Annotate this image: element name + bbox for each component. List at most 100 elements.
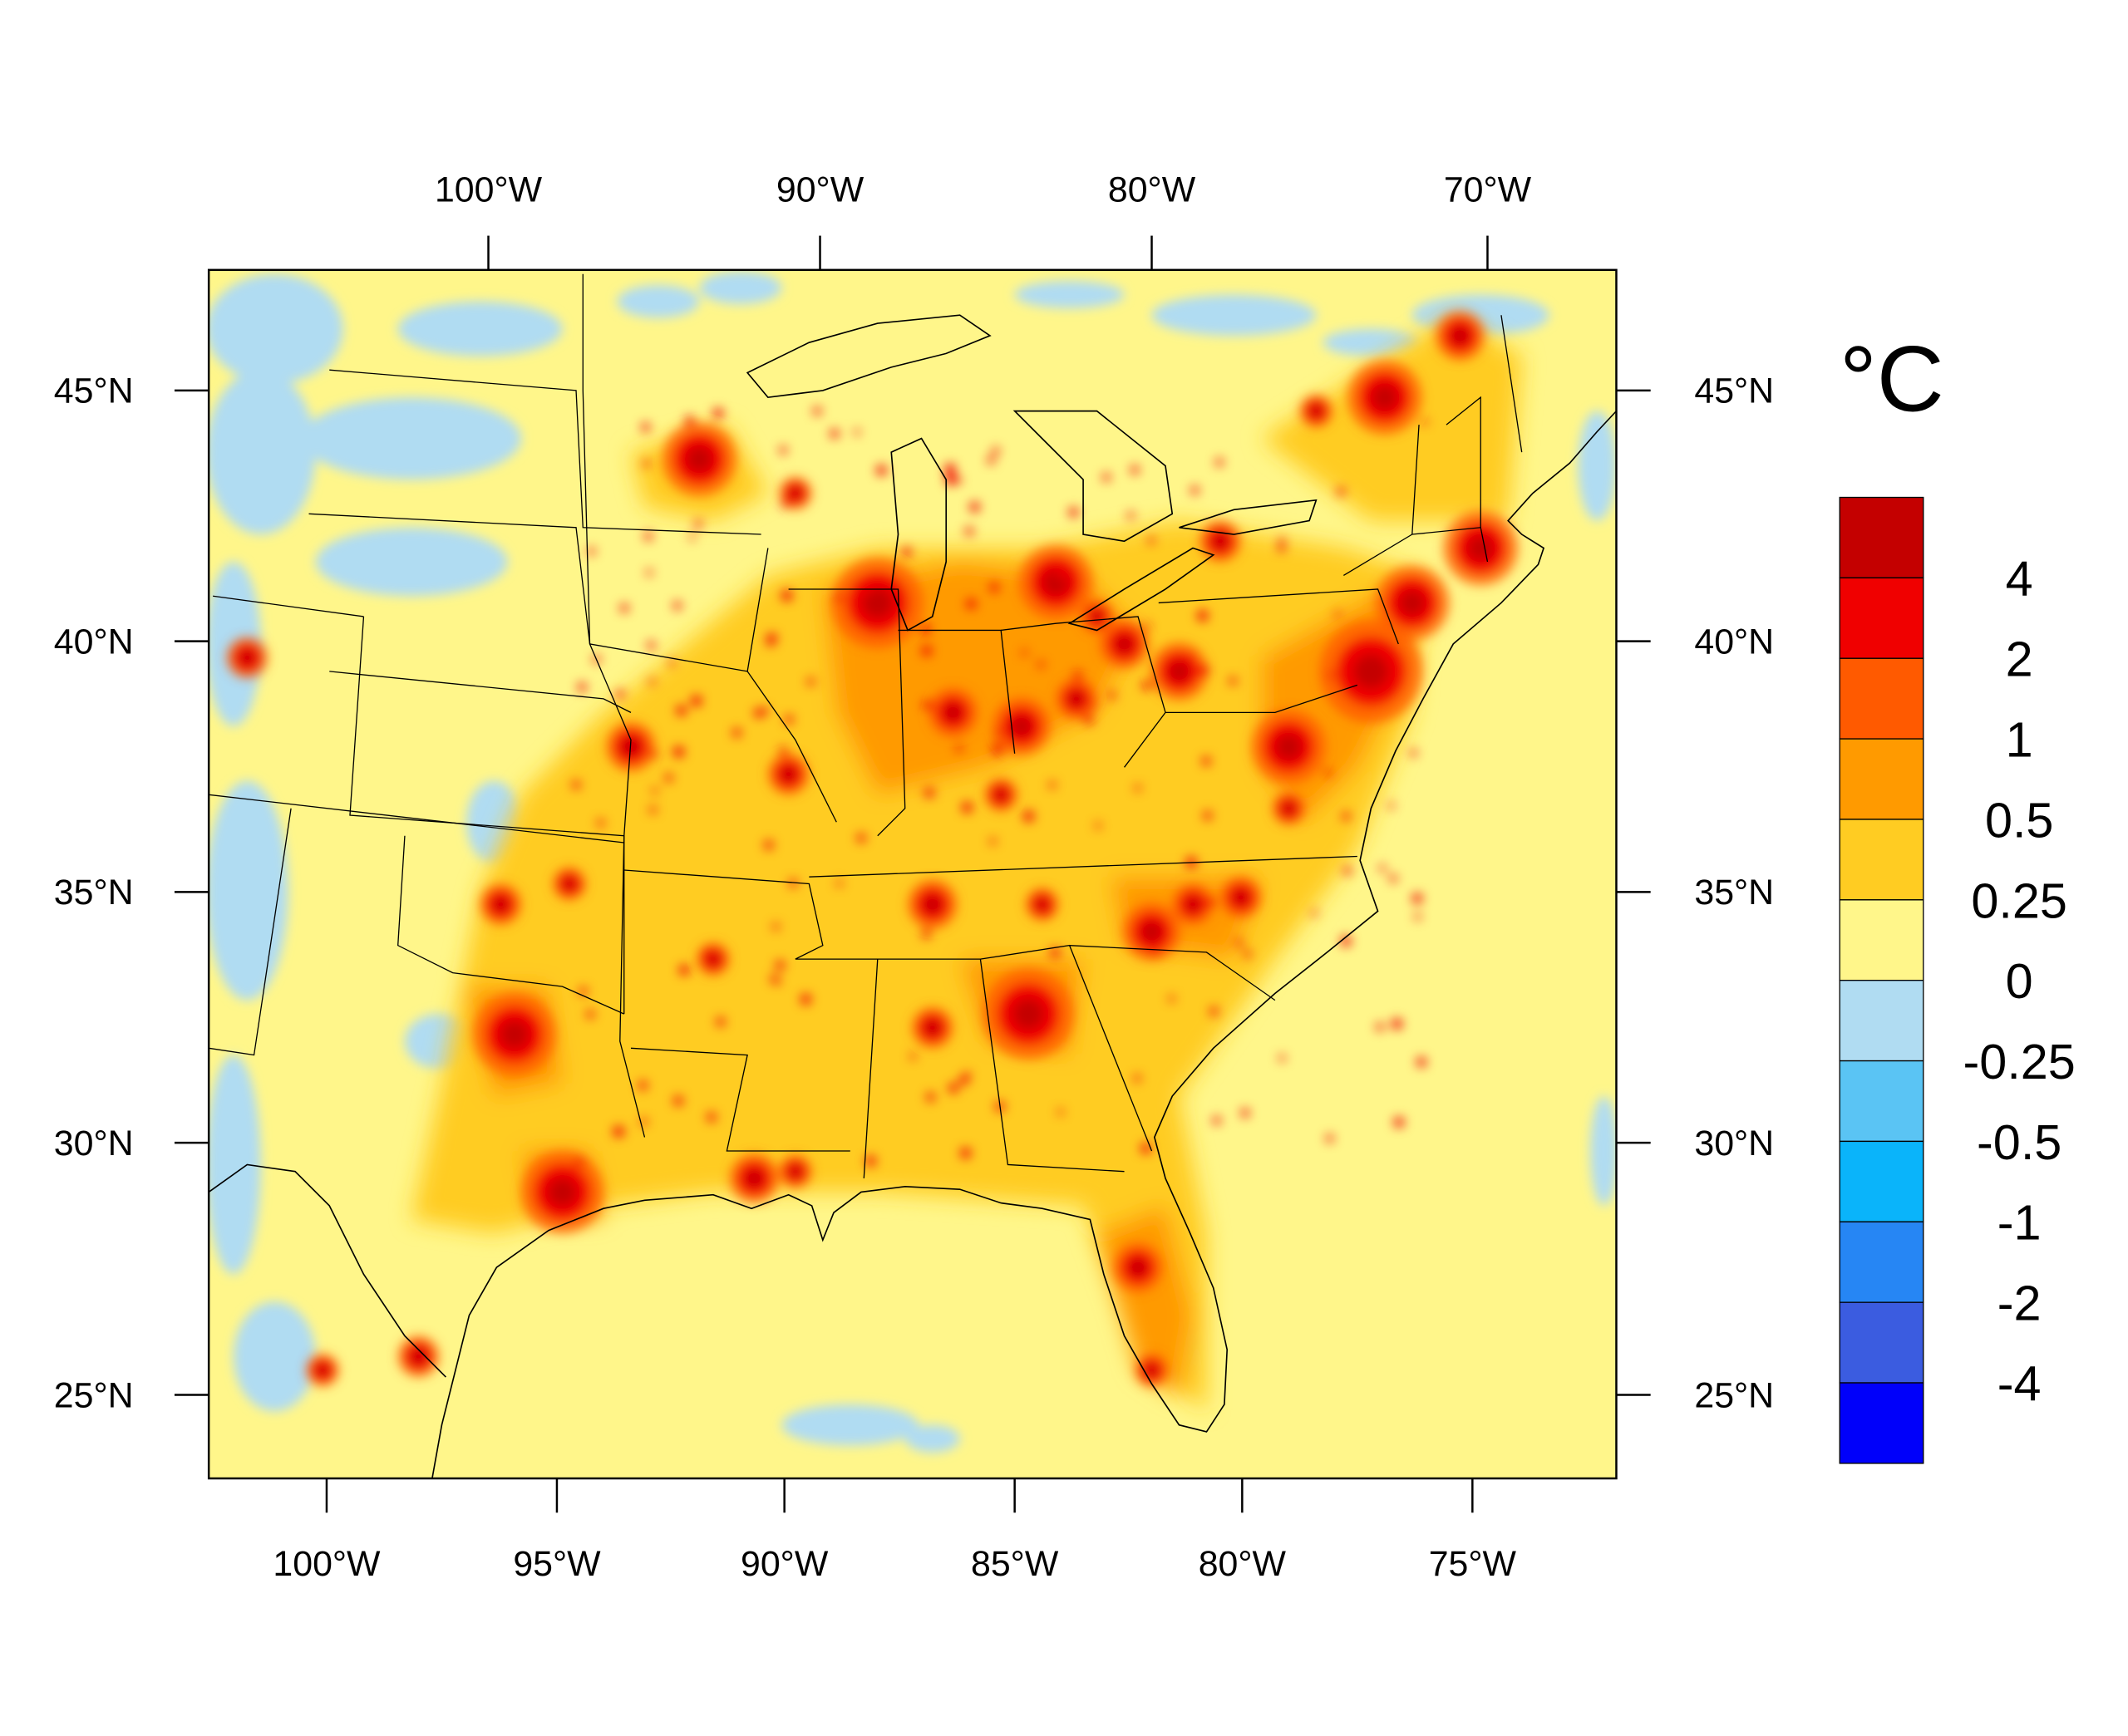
town-hotspot [1215,458,1224,466]
town-hotspot [813,406,821,416]
cool-patch [699,271,782,305]
cool-patch [617,284,700,318]
town-hotspot [781,590,793,602]
town-hotspot [779,446,787,455]
town-hotspot [962,802,973,813]
top-lon-label: 70°W [1444,170,1532,209]
town-hotspot [1055,572,1065,581]
town-hotspot [574,1157,584,1167]
town-hotspot [1095,823,1101,829]
colorbar-label: 0.25 [1971,873,2067,928]
top-lon-label: 90°W [776,170,864,209]
cool-patch [1014,280,1125,308]
urban-core [1353,654,1388,689]
urban-core [411,1350,426,1364]
right-lat-label: 25°N [1694,1375,1774,1415]
town-hotspot [1190,486,1199,494]
urban-core [1185,897,1200,912]
town-hotspot [646,569,653,576]
town-hotspot [664,774,673,782]
town-hotspot [1102,473,1111,481]
urban-core [995,789,1007,800]
town-hotspot [764,840,774,850]
town-hotspot [992,447,1000,455]
negative-anomaly-regions [209,271,1617,1453]
town-hotspot [1379,864,1386,872]
urban-core [1145,1365,1158,1376]
town-hotspot [960,1148,971,1158]
urban-core [1069,691,1084,706]
lake-michigan [890,437,948,632]
cool-patch [209,273,343,384]
urban-core [1468,535,1494,561]
urban-core [1399,590,1425,616]
town-hotspot [577,682,587,692]
town-hotspot [781,500,789,509]
town-hotspot [1327,671,1335,679]
town-hotspot [902,547,912,557]
colorbar-label: -0.25 [1963,1034,2076,1089]
town-hotspot [779,746,788,755]
lake-huron [1012,410,1174,543]
colorbar-box [1839,1140,1924,1222]
town-hotspot [770,975,778,983]
bottom-lon-label: 100°W [273,1544,381,1584]
urban-core [1037,898,1048,910]
town-hotspot [679,965,690,976]
town-hotspot [1421,419,1428,425]
town-hotspot [1392,1018,1402,1030]
town-hotspot [1108,691,1116,700]
town-hotspot [1049,781,1056,789]
town-hotspot [1212,1116,1221,1125]
town-hotspot [762,707,769,714]
left-lat-label: 30°N [54,1124,134,1163]
bottom-lon-label: 85°W [971,1544,1059,1584]
colorbar-box [1839,980,1924,1062]
bottom-lon-label: 90°W [741,1544,829,1584]
town-hotspot [644,532,653,541]
town-hotspot [1278,537,1285,543]
town-hotspot [576,883,583,890]
town-hotspot [640,1118,648,1125]
town-hotspot [1152,951,1159,957]
urban-core [1169,661,1190,681]
urban-core [1012,998,1044,1030]
town-hotspot [909,1053,916,1060]
left-lat-label: 35°N [54,873,134,912]
town-hotspot [854,429,860,435]
town-hotspot [964,1072,971,1079]
town-hotspot [1142,680,1152,691]
town-hotspot [1023,810,1034,822]
town-hotspot [1189,653,1195,660]
urban-core [944,704,962,721]
town-hotspot [643,460,650,467]
cool-patch [1578,411,1617,521]
town-hotspot [1307,746,1313,753]
town-hotspot [613,1126,624,1138]
urban-core [1012,716,1032,736]
town-hotspot [1278,1055,1286,1061]
town-hotspot [1143,623,1150,630]
axis-tick-labels: 100°W 90°W 80°W 70°W 100°W 95°W 90°W 85°W 80°W 75… [54,170,1774,1584]
town-hotspot [1416,1057,1426,1067]
urban-core [746,1170,763,1187]
urban-core [1043,569,1068,595]
urban-core [790,487,801,499]
town-hotspot [1311,910,1318,917]
urban-core [781,767,796,781]
town-hotspot [1091,702,1098,709]
urban-core [925,1020,939,1035]
colorbar-label: -0.5 [1977,1114,2062,1170]
lake-ontario [1179,499,1318,535]
town-hotspot [830,429,840,439]
town-hotspot [648,678,655,685]
town-hotspot [1181,898,1190,905]
town-hotspot [641,422,650,432]
left-lat-label: 40°N [54,622,134,661]
town-hotspot [673,1096,683,1106]
town-hotspot [586,1010,594,1019]
colorbar-box [1839,496,1924,579]
town-hotspot [955,477,962,484]
town-hotspot [920,624,930,635]
